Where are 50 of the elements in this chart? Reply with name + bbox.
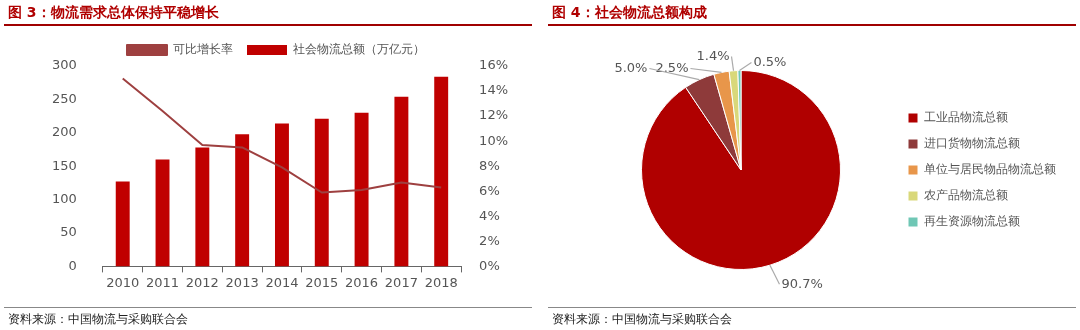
text: 资料来源：中国物流与采购联合会: [548, 307, 1076, 328]
x-tick-label: 2013: [225, 274, 259, 290]
data-label: 90.7%: [781, 275, 823, 291]
bar: [115, 181, 130, 267]
legend-label: 单位与居民物品物流总额: [924, 162, 1056, 177]
y-tick-label: 50: [60, 224, 77, 240]
x-tick-label: 2018: [424, 274, 458, 290]
data-label: 5.0%: [614, 59, 648, 75]
x-tick-label: 2014: [265, 274, 299, 290]
data-label: 1.4%: [696, 47, 730, 63]
x-tick-label: 2017: [384, 274, 418, 290]
data-label: 0.5%: [753, 53, 787, 69]
legend-label: 再生资源物流总额: [924, 214, 1020, 229]
bar: [274, 123, 289, 267]
bar: [195, 147, 210, 267]
y2-tick-label: 10%: [479, 132, 509, 148]
x-tick-label: 2011: [145, 274, 180, 290]
y-tick-label: 300: [51, 57, 77, 73]
y-tick-label: 200: [51, 124, 77, 140]
y-tick-label: 100: [51, 190, 77, 206]
x-tick-label: 2010: [106, 274, 140, 290]
chart-title: 图 3：物流需求总体保持平稳增长: [4, 0, 532, 26]
text: 资料来源：中国物流与采购联合会: [4, 307, 532, 328]
x-tick-label: 2012: [185, 274, 219, 290]
chart-title: 图 4：社会物流总额构成: [548, 0, 1076, 26]
bar: [314, 118, 329, 267]
legend-label: 社会物流总额（万亿元）: [293, 42, 425, 57]
legend-label: 可比增长率: [173, 42, 233, 57]
bar: [394, 96, 409, 267]
x-tick-label: 2015: [305, 274, 339, 290]
y2-tick-label: 0%: [479, 257, 500, 273]
bar: [354, 112, 369, 267]
y-tick-label: 250: [51, 90, 77, 106]
x-tick-label: 2016: [345, 274, 379, 290]
y-tick-label: 150: [51, 157, 77, 173]
y2-tick-label: 2%: [479, 232, 500, 248]
y2-tick-label: 12%: [479, 107, 509, 123]
y2-tick-label: 14%: [479, 82, 509, 98]
y2-tick-label: 4%: [479, 207, 500, 223]
legend-label: 农产品物流总额: [924, 188, 1008, 203]
bar: [235, 134, 250, 267]
y-tick-label: 0: [68, 257, 77, 273]
y2-tick-label: 8%: [479, 157, 500, 173]
bar: [155, 159, 170, 267]
bar: [434, 76, 449, 267]
legend-label: 工业品物流总额: [924, 110, 1008, 125]
legend-label: 进口货物物流总额: [924, 136, 1020, 151]
y2-tick-label: 16%: [479, 57, 509, 73]
y2-tick-label: 6%: [479, 182, 500, 198]
data-label: 2.5%: [655, 59, 689, 75]
